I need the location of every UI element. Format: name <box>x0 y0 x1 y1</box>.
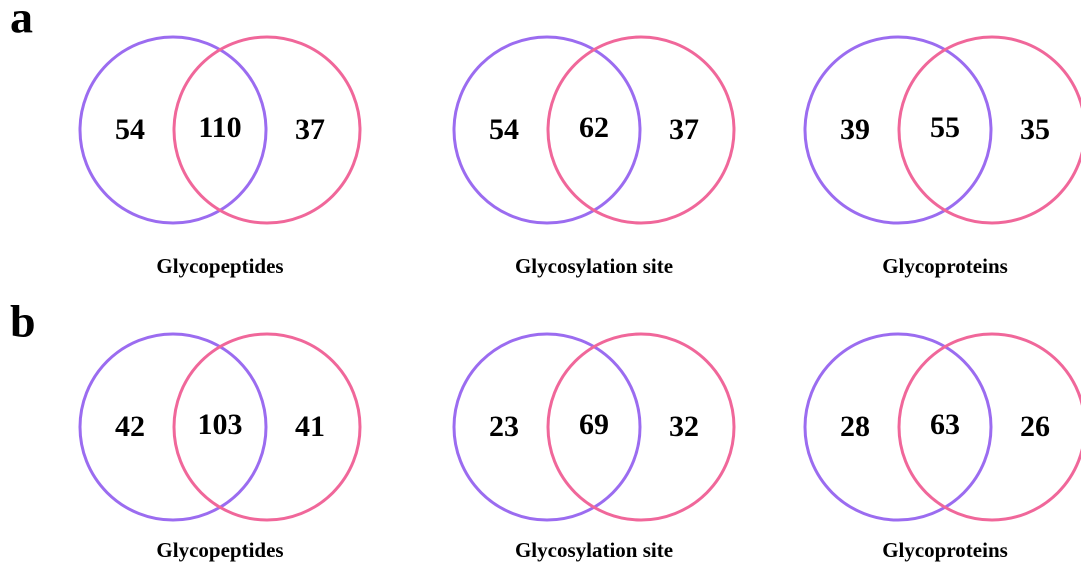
venn-title: Glycopeptides <box>156 538 283 562</box>
right-circle <box>172 35 362 225</box>
overlap-count: 63 <box>930 408 960 441</box>
right-count: 32 <box>669 410 699 443</box>
venn-title: Glycosylation site <box>515 538 673 562</box>
venn-title: Glycoproteins <box>882 538 1008 562</box>
right-circle <box>897 332 1081 522</box>
venn-title: Glycosylation site <box>515 254 673 278</box>
panel-label: b <box>10 296 36 347</box>
overlap-count: 55 <box>930 111 960 144</box>
left-count: 42 <box>115 410 145 443</box>
left-circle <box>803 332 993 522</box>
right-circle <box>546 35 736 225</box>
right-circle <box>897 35 1081 225</box>
right-circle <box>546 332 736 522</box>
left-count: 28 <box>840 410 870 443</box>
right-count: 37 <box>669 113 699 146</box>
left-circle <box>78 35 268 225</box>
left-circle <box>452 332 642 522</box>
venn-title: Glycoproteins <box>882 254 1008 278</box>
left-count: 54 <box>115 113 145 146</box>
left-circle <box>78 332 268 522</box>
overlap-count: 69 <box>579 408 609 441</box>
left-count: 23 <box>489 410 519 443</box>
overlap-count: 62 <box>579 111 609 144</box>
right-count: 37 <box>295 113 325 146</box>
left-circle <box>803 35 993 225</box>
right-count: 41 <box>295 410 325 443</box>
left-count: 39 <box>840 113 870 146</box>
venn-title: Glycopeptides <box>156 254 283 278</box>
right-count: 26 <box>1020 410 1050 443</box>
overlap-count: 110 <box>198 111 241 144</box>
right-count: 35 <box>1020 113 1050 146</box>
left-circle <box>452 35 642 225</box>
left-count: 54 <box>489 113 519 146</box>
panel-label: a <box>10 0 33 43</box>
overlap-count: 103 <box>198 408 243 441</box>
right-circle <box>172 332 362 522</box>
